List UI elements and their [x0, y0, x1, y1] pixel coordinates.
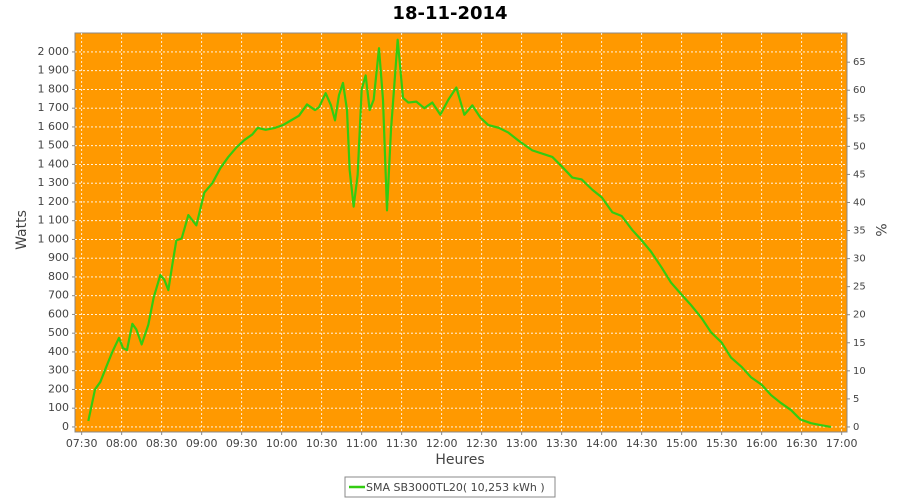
y-tick-label: 500: [48, 326, 69, 339]
y-tick-label: 1 700: [38, 101, 70, 114]
y2-tick-label: 50: [853, 141, 866, 152]
y2-tick-label: 0: [853, 422, 859, 433]
y-tick-label: 800: [48, 270, 69, 283]
y-tick-label: 1 800: [38, 82, 70, 95]
y2-tick-label: 65: [853, 57, 866, 68]
y2-tick-label: 55: [853, 113, 866, 124]
y-tick-label: 400: [48, 345, 69, 358]
y-tick-label: 1 400: [38, 157, 70, 170]
x-tick-label: 11:00: [346, 437, 378, 450]
y-tick-label: 1 600: [38, 120, 70, 133]
y-tick-label: 600: [48, 307, 69, 320]
x-tick-label: 13:30: [546, 437, 578, 450]
x-tick-label: 17:00: [826, 437, 858, 450]
y2-tick-label: 5: [853, 394, 859, 405]
y2-tick-label: 40: [853, 197, 866, 208]
y-tick-label: 1 900: [38, 64, 70, 77]
plot-area: [74, 32, 848, 433]
y2-tick-label: 45: [853, 169, 866, 180]
x-tick-label: 10:00: [266, 437, 298, 450]
y2-tick-label: 15: [853, 338, 866, 349]
x-tick-label: 16:00: [746, 437, 778, 450]
legend-label: SMA SB3000TL20( 10,253 kWh ): [366, 481, 545, 494]
y-tick-label: 1 100: [38, 214, 70, 227]
y-tick-label: 100: [48, 401, 69, 414]
x-tick-label: 11:30: [386, 437, 418, 450]
x-tick-label: 08:30: [146, 437, 178, 450]
y2-tick-label: 35: [853, 226, 866, 237]
x-tick-label: 12:30: [466, 437, 498, 450]
chart-title: 18-11-2014: [392, 3, 507, 24]
x-tick-label: 15:00: [666, 437, 698, 450]
y2-axis-title: %: [872, 223, 888, 236]
x-tick-label: 14:00: [586, 437, 618, 450]
y2-tick-label: 20: [853, 310, 866, 321]
y-tick-label: 1 200: [38, 195, 70, 208]
y2-tick-label: 60: [853, 85, 866, 96]
x-tick-label: 13:00: [506, 437, 538, 450]
y-tick-label: 1 500: [38, 139, 70, 152]
x-tick-label: 07:30: [66, 437, 98, 450]
x-tick-label: 09:00: [186, 437, 218, 450]
x-tick-label: 12:00: [426, 437, 458, 450]
y-tick-label: 0: [62, 420, 69, 433]
x-axis-title: Heures: [435, 452, 484, 468]
y2-tick-label: 10: [853, 366, 866, 377]
y-tick-label: 900: [48, 251, 69, 264]
y-tick-label: 300: [48, 364, 69, 377]
y-tick-label: 1 300: [38, 176, 70, 189]
x-tick-label: 16:30: [786, 437, 818, 450]
y-tick-label: 1 000: [38, 232, 70, 245]
x-tick-label: 09:30: [226, 437, 258, 450]
x-tick-label: 10:30: [306, 437, 338, 450]
x-tick-label: 08:00: [106, 437, 138, 450]
y-tick-label: 200: [48, 382, 69, 395]
y2-tick-label: 30: [853, 254, 866, 265]
legend-box: [344, 476, 556, 498]
y-axis-title: Watts: [14, 210, 30, 250]
y2-tick-label: 25: [853, 282, 866, 293]
x-tick-label: 15:30: [706, 437, 738, 450]
y-tick-label: 700: [48, 289, 69, 302]
y-tick-label: 2 000: [38, 45, 70, 58]
x-tick-label: 14:30: [626, 437, 658, 450]
series-line: [87, 38, 832, 429]
